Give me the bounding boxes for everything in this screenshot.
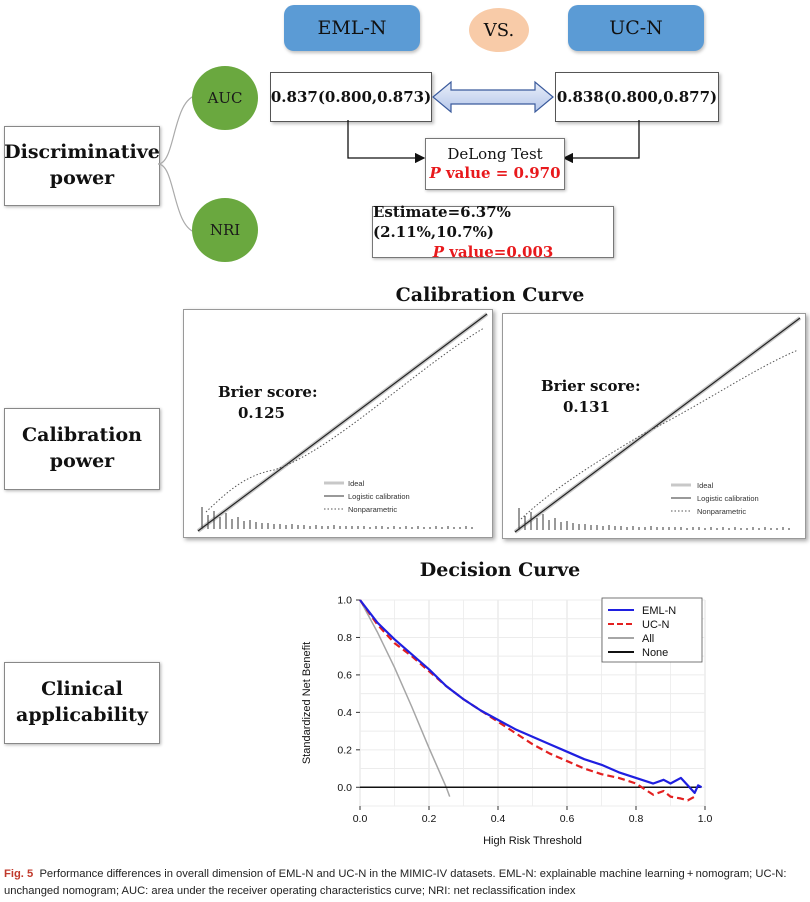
- legend-nonparametric: Nonparametric: [697, 507, 746, 516]
- caption-text: Performance differences in overall dimen…: [4, 868, 787, 897]
- delong-p-value: P value = 0.970: [429, 164, 560, 184]
- vs-badge: VS.: [469, 8, 529, 52]
- calibration-plot-left: Ideal Logistic calibration Nonparametric: [196, 312, 489, 533]
- auc-eml-n-box: 0.837(0.800,0.873): [270, 72, 432, 122]
- legend-entry: None: [642, 647, 668, 659]
- auc-uc-n-box: 0.838(0.800,0.877): [555, 72, 719, 122]
- figure-label: Fig. 5: [4, 868, 34, 880]
- legend-nonparametric: Nonparametric: [348, 505, 397, 514]
- legend-logistic: Logistic calibration: [348, 492, 410, 501]
- chart-legend: EML-N UC-N All None: [601, 597, 703, 663]
- x-tick-label: 0.8: [629, 813, 644, 825]
- brier-label: Brier score:: [541, 377, 641, 395]
- y-tick-label: 0.0: [337, 782, 352, 794]
- nri-estimate-box: Estimate=6.37%(2.11%,10.7%) P value=0.00…: [372, 203, 614, 261]
- brier-value: 0.125: [238, 404, 285, 422]
- delong-test-box: DeLong Test P value = 0.970: [425, 138, 565, 190]
- p-italic: P: [432, 243, 444, 262]
- eml-n-header: EML-N: [284, 5, 420, 51]
- legend-ideal: Ideal: [697, 481, 714, 490]
- decision-curve-title: Decision Curve: [419, 559, 581, 581]
- calibration-panel-right: Ideal Logistic calibration Nonparametric…: [502, 313, 806, 539]
- vs-label: VS.: [483, 19, 515, 41]
- legend-entry: All: [642, 633, 654, 645]
- discriminative-power-label: Discriminative power: [4, 126, 160, 206]
- chart-grid: [359, 599, 706, 807]
- nri-estimate: Estimate=6.37%(2.11%,10.7%): [373, 202, 511, 241]
- p-italic: P: [429, 164, 441, 182]
- brier-score-left: Brier score: 0.125: [218, 382, 318, 424]
- section-label-line1: Clinical: [41, 678, 123, 701]
- brier-label: Brier score:: [218, 383, 318, 401]
- auc-circle: AUC: [192, 66, 258, 130]
- delong-title: DeLong Test: [447, 144, 543, 163]
- uc-n-header: UC-N: [568, 5, 704, 51]
- clinical-applicability-label: Clinical applicability: [4, 662, 160, 744]
- auc-uc-n-value: 0.838(0.800,0.877): [556, 88, 718, 106]
- histogram-spikes: [201, 507, 473, 529]
- nri-p-value: P value=0.003: [433, 242, 554, 262]
- histogram-spikes: [518, 508, 790, 530]
- section-label-line2: power: [49, 167, 115, 189]
- legend-logistic: Logistic calibration: [697, 494, 759, 503]
- legend-entry: UC-N: [642, 619, 670, 631]
- compare-double-arrow: [432, 80, 554, 114]
- series-eml-n: [359, 599, 703, 794]
- nonparametric-line: [205, 327, 485, 513]
- x-tick-label: 0.0: [353, 813, 368, 825]
- y-axis-label: Standardized Net Benefit: [301, 642, 313, 764]
- section-label-line1: Discriminative: [4, 141, 160, 164]
- decision-curve-chart: 0.0 0.2 0.4 0.6 0.8 1.0 0.0 0.2 0.4 0.6 0.8 1.0 Hig…: [301, 595, 712, 848]
- eml-n-header-label: EML-N: [317, 17, 387, 39]
- uc-n-header-label: UC-N: [609, 17, 663, 39]
- section-label-line2: applicability: [16, 704, 148, 726]
- y-tick-label: 1.0: [337, 595, 352, 607]
- logistic-line: [514, 317, 801, 533]
- legend-ideal: Ideal: [348, 479, 365, 488]
- x-tick-label: 0.2: [422, 813, 437, 825]
- chart-series: [359, 599, 703, 802]
- calibration-plot-right: Ideal Logistic calibration Nonparametric: [513, 316, 802, 534]
- y-tick-label: 0.6: [337, 669, 352, 681]
- x-axis-label: High Risk Threshold: [483, 835, 582, 847]
- auc-label: AUC: [207, 89, 243, 107]
- chart-axes: 0.0 0.2 0.4 0.6 0.8 1.0 0.0 0.2 0.4 0.6 0.8 1.0: [337, 595, 712, 826]
- nri-circle: NRI: [192, 198, 258, 262]
- y-tick-label: 0.4: [337, 707, 352, 719]
- nonparametric-line: [520, 349, 799, 520]
- section-label-line1: Calibration: [22, 424, 142, 447]
- auc-eml-n-value: 0.837(0.800,0.873): [270, 88, 432, 106]
- x-tick-label: 0.6: [560, 813, 575, 825]
- nri-label: NRI: [209, 221, 241, 239]
- nri-p-rest: value=0.003: [443, 243, 554, 262]
- branch-connector: [158, 94, 199, 234]
- figure-caption: Fig. 5 Performance differences in overal…: [4, 866, 810, 900]
- brier-value: 0.131: [563, 398, 610, 416]
- y-tick-label: 0.8: [337, 632, 352, 644]
- legend-entry: EML-N: [642, 605, 676, 617]
- section-label-line2: power: [49, 450, 115, 472]
- delong-connectors: [347, 120, 640, 164]
- y-tick-label: 0.2: [337, 744, 352, 756]
- x-tick-label: 0.4: [491, 813, 506, 825]
- series-uc-n: [359, 599, 696, 802]
- delong-p-rest: value = 0.970: [440, 164, 561, 182]
- calibration-title: Calibration Curve: [395, 284, 585, 306]
- logistic-line: [197, 313, 488, 532]
- x-tick-label: 1.0: [698, 813, 713, 825]
- calibration-panel-left: Ideal Logistic calibration Nonparametric…: [183, 309, 493, 538]
- brier-score-right: Brier score: 0.131: [541, 376, 641, 418]
- calibration-power-label: Calibration power: [4, 408, 160, 490]
